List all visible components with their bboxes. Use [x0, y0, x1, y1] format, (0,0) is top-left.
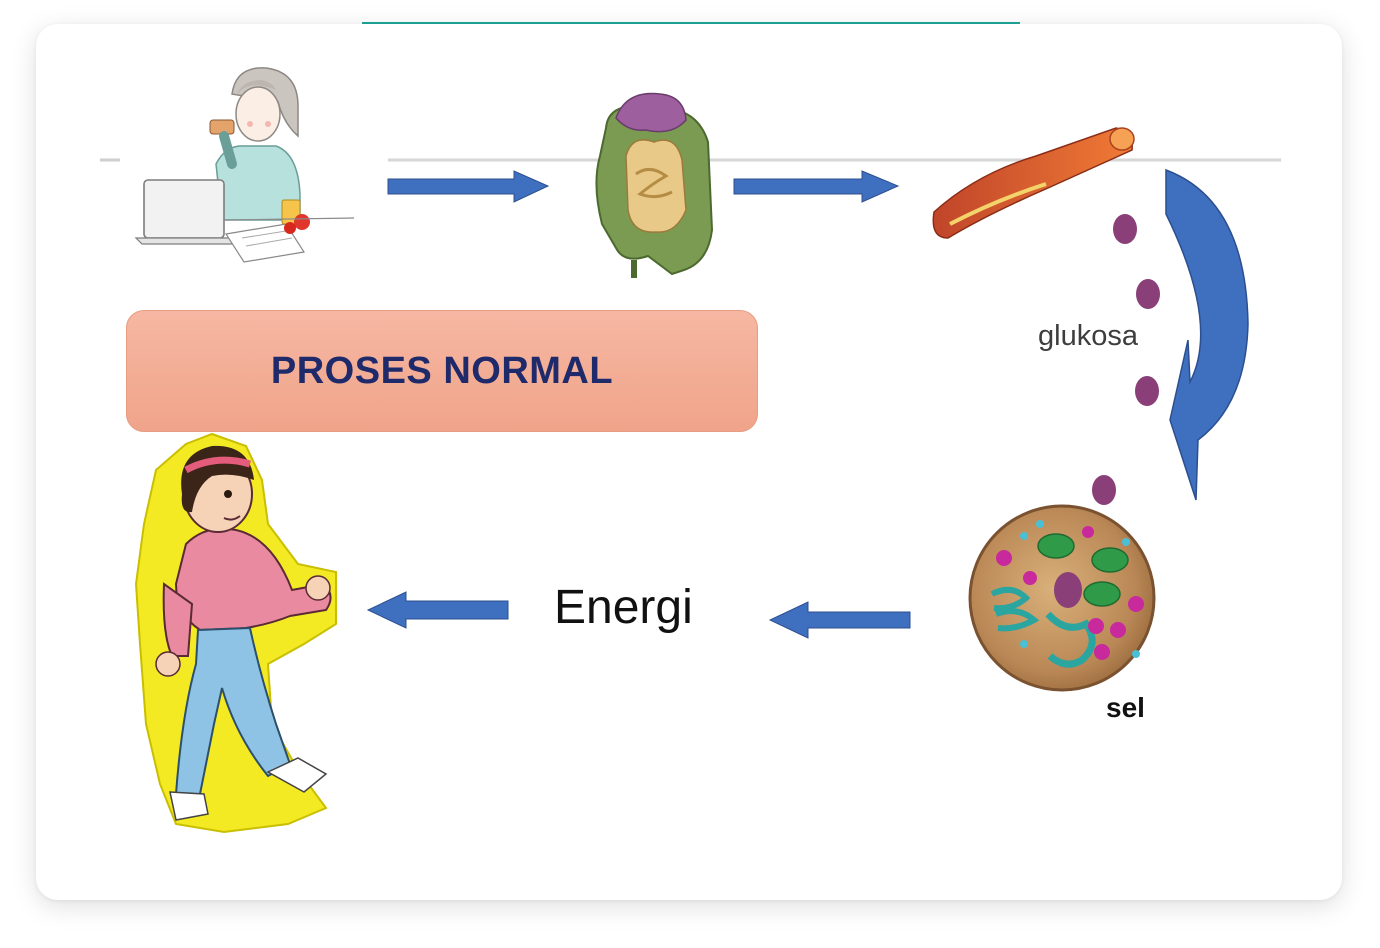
walking-girl-icon: [134, 432, 337, 834]
arrow-right-icon: [387, 170, 550, 203]
cell-icon: [968, 504, 1156, 692]
arrow-left-icon: [366, 591, 509, 629]
blood-vessel-icon: [932, 127, 1135, 239]
glucose-label: glukosa: [1038, 320, 1138, 352]
title-box: PROSES NORMAL: [126, 310, 758, 432]
glucose-dots: [1092, 214, 1160, 505]
cell-label: sel: [1106, 692, 1145, 723]
diagram-title: PROSES NORMAL: [270, 349, 614, 392]
digestive-system-icon: [595, 92, 714, 278]
glucose-dot: [1136, 279, 1160, 309]
woman-eating-icon: [134, 67, 355, 263]
glucose-dot: [1092, 475, 1116, 505]
glucose-dot: [1135, 376, 1159, 406]
glucose-dot: [1113, 214, 1137, 244]
arrow-left-icon: [768, 601, 911, 639]
curved-arrow-icon: [1165, 168, 1249, 501]
energy-label: Energi: [554, 581, 693, 634]
arrow-right-icon: [733, 170, 900, 203]
diagram-canvas: [100, 67, 1281, 834]
diagram-card: PROSES NORMAL glukosa Energi sel: [36, 24, 1342, 900]
